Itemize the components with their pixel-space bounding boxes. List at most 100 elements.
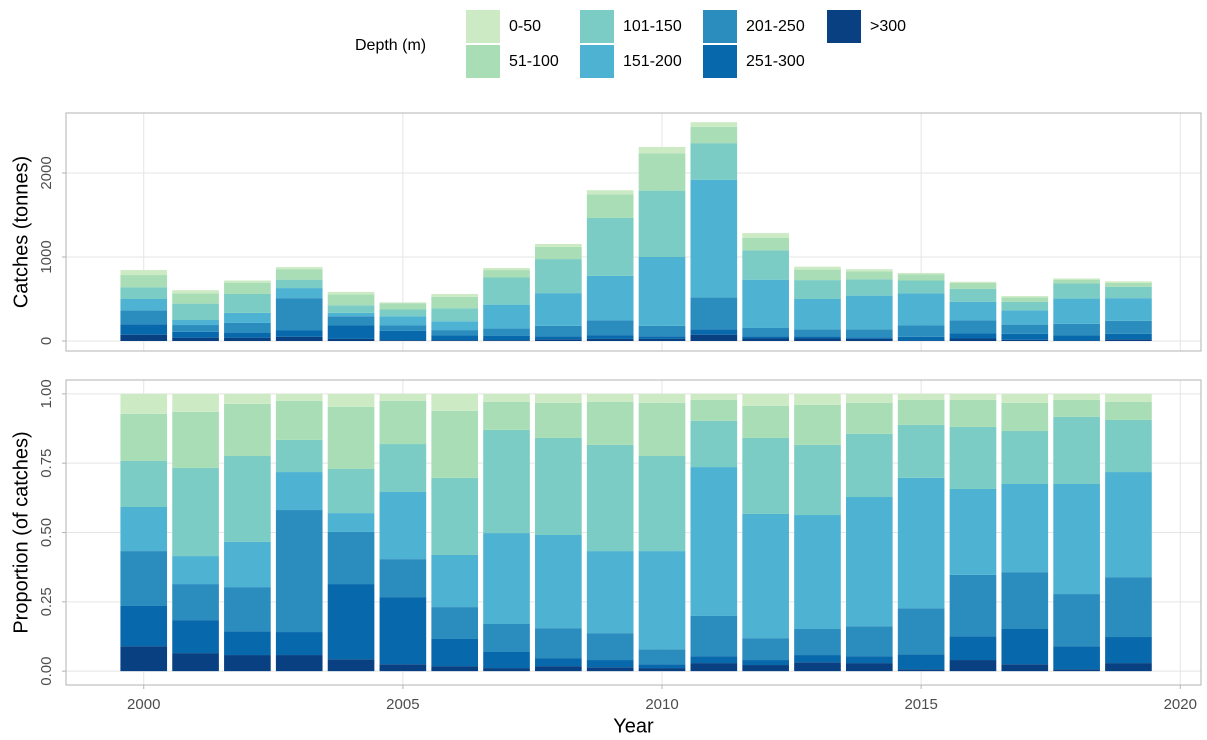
legend-label: 0-50 xyxy=(509,18,541,35)
bar-segment xyxy=(535,325,582,337)
legend-label: 251-300 xyxy=(746,53,805,70)
bar-segment xyxy=(690,143,738,180)
bar-segment xyxy=(949,333,997,339)
bar-segment xyxy=(120,324,168,335)
bar-segment xyxy=(742,437,789,514)
bar-segment xyxy=(897,274,945,281)
bar-segment xyxy=(327,325,375,339)
bar-segment xyxy=(275,330,323,337)
bar-segment xyxy=(275,267,323,270)
bar-segment xyxy=(897,477,945,609)
y-tick-label: 2000 xyxy=(38,156,55,189)
bar-segment xyxy=(742,665,789,672)
bar-segment xyxy=(224,393,271,404)
bar-segment xyxy=(379,340,427,342)
bar-segment xyxy=(327,584,375,660)
bar-segment xyxy=(483,304,530,329)
bar-segment xyxy=(120,298,168,311)
bar-segment xyxy=(1105,637,1152,664)
bar-segment xyxy=(586,444,634,552)
bar-segment xyxy=(275,279,323,289)
bar-segment xyxy=(172,331,219,338)
bar-segment xyxy=(275,336,323,342)
y-tick-label: 1000 xyxy=(38,240,55,273)
bar-segment xyxy=(845,626,893,657)
bar-segment xyxy=(379,400,427,445)
bar-segment xyxy=(535,393,582,403)
bar-segment xyxy=(897,272,945,275)
bar-segment xyxy=(1053,278,1100,280)
bar-segment xyxy=(535,246,582,260)
bar-segment xyxy=(275,655,323,672)
bar-segment xyxy=(638,668,686,672)
bar-segment xyxy=(586,335,634,339)
legend-key xyxy=(827,10,861,43)
bar-segment xyxy=(224,322,271,333)
bar-segment xyxy=(327,469,375,514)
bar-segment xyxy=(1105,419,1152,473)
bar-segment xyxy=(897,654,945,670)
bar-segment xyxy=(690,297,738,330)
bar-segment xyxy=(327,393,375,407)
bar-segment xyxy=(742,237,789,251)
bar-segment xyxy=(431,410,479,478)
bar-segment xyxy=(431,335,479,341)
bar-segment xyxy=(275,400,323,440)
bar-segment xyxy=(224,282,271,294)
bar-segment xyxy=(690,334,738,342)
bar-segment xyxy=(1105,339,1152,342)
bar-segment xyxy=(224,403,271,456)
bar-segment xyxy=(949,338,997,342)
bar-segment xyxy=(742,638,789,661)
bar-segment xyxy=(897,280,945,294)
bar-segment xyxy=(327,294,375,306)
bar-segment xyxy=(483,624,530,653)
bar-segment xyxy=(172,467,219,557)
bar-segment xyxy=(794,329,841,337)
bar-segment xyxy=(690,126,738,144)
bar-segment xyxy=(794,404,841,445)
bar-segment xyxy=(431,666,479,672)
bar-segment xyxy=(949,660,997,672)
bar-segment xyxy=(638,393,686,403)
bar-segment xyxy=(1001,310,1049,325)
bar-segment xyxy=(586,551,634,634)
bar-segment xyxy=(431,340,479,342)
bar-segment xyxy=(897,325,945,337)
bar-segment xyxy=(586,633,634,661)
bar-segment xyxy=(1001,333,1049,340)
legend-label: 201-250 xyxy=(746,18,805,35)
bar-segment xyxy=(586,393,634,402)
bar-segment xyxy=(1053,646,1100,670)
bar-segment xyxy=(949,281,997,284)
bar-segment xyxy=(794,298,841,330)
bar-segment xyxy=(535,339,582,342)
bar-segment xyxy=(224,293,271,313)
bar-segment xyxy=(379,559,427,598)
bar-segment xyxy=(638,338,686,342)
bar-segment xyxy=(690,663,738,672)
bar-segment xyxy=(224,631,271,656)
x-tick-label: 2010 xyxy=(645,696,678,713)
bar-segment xyxy=(483,340,530,342)
bar-segment xyxy=(794,338,841,342)
bar-segment xyxy=(638,402,686,456)
bar-segment xyxy=(690,122,738,127)
bar-segment xyxy=(742,336,789,339)
y-axis-title: Catches (tonnes) xyxy=(10,156,32,308)
bar-segment xyxy=(845,338,893,342)
bar-segment xyxy=(431,477,479,555)
bar-segment xyxy=(379,325,427,331)
bar-segment xyxy=(742,338,789,342)
bar-segment xyxy=(431,393,479,411)
bar-segment xyxy=(638,146,686,154)
bar-segment xyxy=(483,267,530,271)
bar-segment xyxy=(1053,594,1100,647)
bar-segment xyxy=(172,411,219,468)
bar-segment xyxy=(845,337,893,339)
bar-segment xyxy=(845,295,893,330)
bar-segment xyxy=(794,393,841,405)
bar-segment xyxy=(949,393,997,400)
bar-segment xyxy=(120,275,168,288)
bar-segment xyxy=(638,664,686,669)
